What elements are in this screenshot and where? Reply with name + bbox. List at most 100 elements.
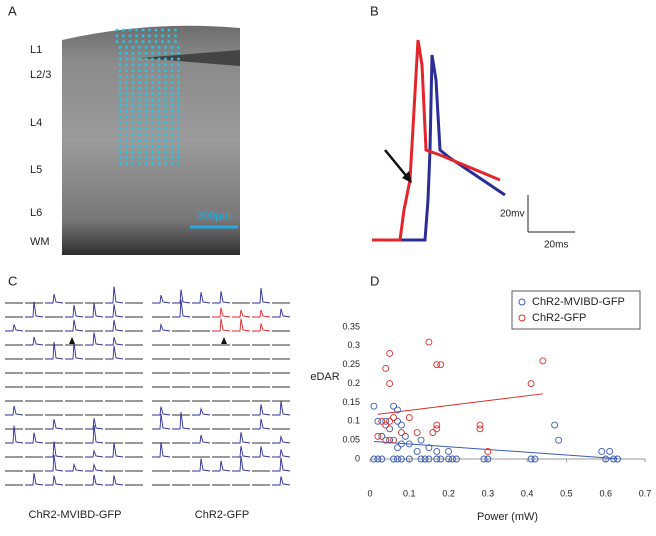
stim-dot <box>157 162 161 165</box>
stim-dot <box>177 115 180 119</box>
stim-dot <box>128 28 132 32</box>
point <box>551 421 559 429</box>
point <box>390 436 398 444</box>
stim-dot <box>151 86 154 90</box>
stim-dot <box>170 115 174 119</box>
trace <box>85 425 104 444</box>
point <box>394 444 401 452</box>
stim-dot <box>151 98 154 101</box>
stim-dot <box>125 162 128 165</box>
stim-dot <box>157 98 161 101</box>
stim-dot <box>177 75 180 78</box>
stim-dot <box>118 63 122 67</box>
stim-dot <box>131 144 135 148</box>
stim-dot <box>164 156 167 160</box>
point <box>386 425 394 433</box>
stim-dot <box>164 144 167 148</box>
stim-dot <box>151 115 154 119</box>
trace-grid <box>5 286 291 486</box>
point <box>413 448 421 455</box>
stim-dot <box>151 144 154 148</box>
panel-label: A <box>8 3 17 18</box>
stim-dot <box>131 109 135 113</box>
stim-dot <box>157 46 161 49</box>
stim-dot <box>131 162 135 165</box>
stim-dot <box>157 69 161 72</box>
stim-dot <box>125 75 128 78</box>
stim-dot <box>125 127 128 130</box>
trace <box>212 307 231 318</box>
stim-dot <box>144 86 148 90</box>
stim-dot <box>170 86 174 90</box>
trace <box>252 287 271 304</box>
stim-dot <box>144 92 148 96</box>
trace <box>232 309 251 318</box>
panel-label: D <box>370 273 379 288</box>
stim-dot <box>128 40 132 43</box>
stim-dot <box>151 127 154 130</box>
stim-dot <box>131 98 135 101</box>
y-tick-label: 0.05 <box>342 435 360 445</box>
stim-dot <box>131 138 135 142</box>
stim-dot <box>138 51 141 55</box>
stim-dot <box>170 156 174 160</box>
stim-dot <box>170 162 174 165</box>
trace <box>252 404 271 416</box>
stim-dot <box>157 156 161 160</box>
stim-dot <box>170 69 174 72</box>
stim-dot <box>138 75 141 78</box>
stim-dot <box>115 28 119 32</box>
stim-dot <box>125 144 128 148</box>
point <box>421 455 429 463</box>
trace <box>232 318 251 332</box>
stim-dot <box>144 109 148 113</box>
trace <box>45 475 64 486</box>
marker <box>69 337 75 344</box>
stim-dot <box>122 40 125 43</box>
stim-dot <box>151 109 154 113</box>
stim-dot <box>151 162 154 165</box>
trace <box>192 407 211 416</box>
stim-dot <box>157 86 161 90</box>
stim-dot <box>144 156 148 160</box>
stim-dot <box>170 46 174 49</box>
stim-dot <box>164 162 167 165</box>
point <box>413 429 421 437</box>
stim-dot <box>125 46 128 49</box>
stim-dot <box>125 121 128 125</box>
legend-box <box>511 290 641 330</box>
stim-dot <box>138 98 141 101</box>
stim-dot <box>125 86 128 90</box>
stim-dot <box>144 98 148 101</box>
stim-dot <box>164 75 167 78</box>
point <box>606 448 614 455</box>
x-tick-label: 0.2 <box>442 488 455 498</box>
stim-dot <box>128 34 132 38</box>
stim-dot <box>164 98 167 101</box>
trace <box>25 432 44 444</box>
stim-dot <box>131 51 135 55</box>
point <box>394 417 401 425</box>
slice-image <box>62 25 240 256</box>
stim-dot <box>125 69 128 72</box>
point <box>425 444 433 452</box>
trace <box>272 308 291 318</box>
point <box>405 455 413 463</box>
trace <box>192 292 211 304</box>
stim-dot <box>125 133 128 136</box>
panel-label: C <box>8 273 17 288</box>
point <box>449 455 456 463</box>
stim-dot <box>144 104 148 107</box>
stim-dot <box>131 46 135 49</box>
point <box>401 432 409 440</box>
stim-dot <box>138 69 141 72</box>
stim-dot <box>144 63 148 67</box>
stim-dot <box>151 121 154 125</box>
stim-dot <box>141 40 145 43</box>
stim-dot <box>118 57 122 61</box>
point <box>374 432 382 440</box>
stim-dot <box>118 51 122 55</box>
trace <box>152 414 171 430</box>
y-tick-label: 0.15 <box>342 397 360 407</box>
point <box>417 436 425 444</box>
